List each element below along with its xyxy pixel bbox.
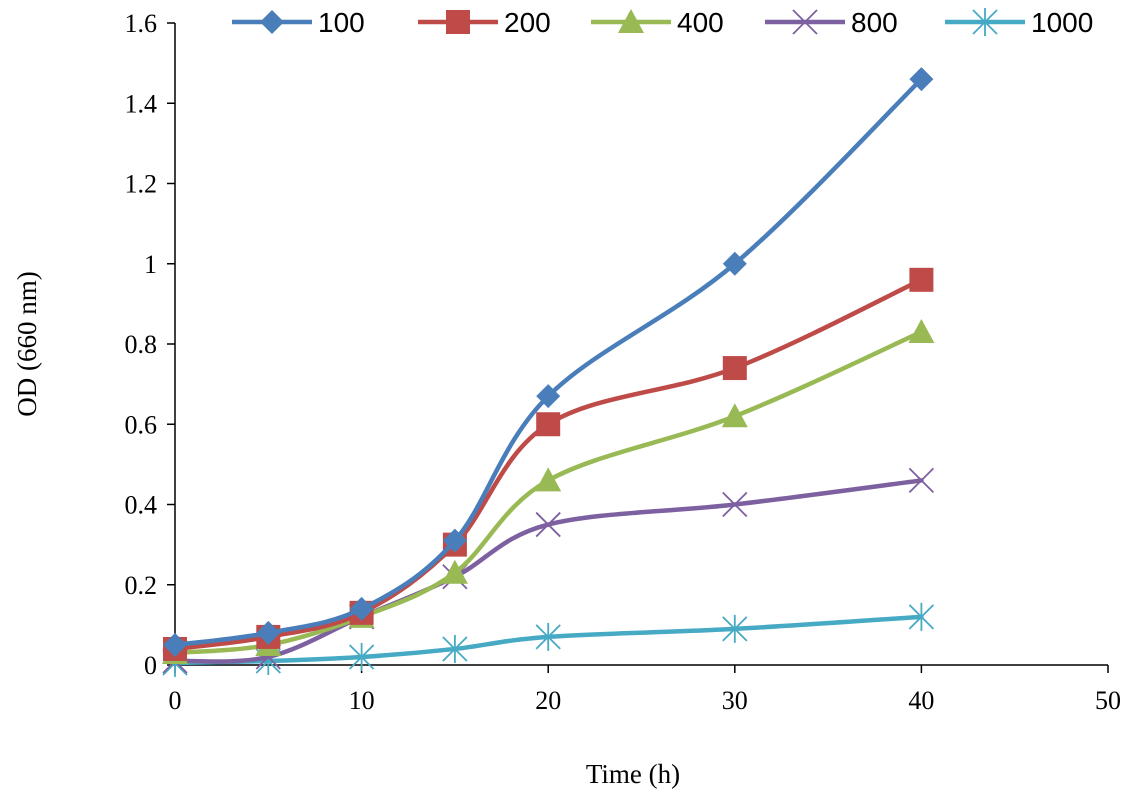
legend-item: 400	[591, 7, 724, 38]
data-point-x	[535, 511, 561, 538]
x-tick-label: 20	[535, 686, 561, 715]
legend-item: 1000	[945, 7, 1093, 38]
y-tick-label: 1.4	[125, 89, 158, 118]
series-100	[163, 67, 934, 657]
data-point-diamond	[256, 620, 281, 645]
x-tick-label: 40	[908, 686, 934, 715]
axes	[174, 23, 1108, 666]
series-400	[162, 318, 935, 664]
legend-marker	[792, 9, 818, 35]
data-point-triangle	[908, 318, 935, 343]
data-point-square	[536, 412, 561, 437]
data-point-diamond	[722, 251, 747, 276]
data-point-triangle	[721, 403, 748, 428]
x-tick-label: 30	[722, 686, 748, 715]
data-point-triangle	[535, 467, 562, 492]
series-layer	[162, 67, 935, 677]
data-point-asterisk	[535, 622, 561, 651]
data-point-asterisk	[442, 634, 468, 663]
legend-item: 800	[765, 7, 898, 38]
y-tick-label: 0.4	[125, 491, 158, 520]
legend-item: 100	[232, 7, 365, 38]
data-point-diamond	[536, 384, 561, 409]
data-point-asterisk	[348, 642, 375, 671]
data-point-asterisk	[722, 614, 748, 643]
series-line	[172, 76, 924, 648]
legend-marker	[618, 9, 644, 33]
data-point-x	[908, 467, 935, 494]
y-tick-label: 1	[144, 250, 157, 279]
legend-label: 1000	[1031, 7, 1093, 38]
series-line	[172, 277, 924, 652]
data-point-square	[909, 267, 934, 292]
series-line	[172, 329, 924, 656]
legend-marker	[446, 10, 470, 34]
x-axis-title: Time (h)	[586, 759, 680, 789]
y-tick-label: 1.2	[125, 170, 158, 199]
legend-item: 200	[418, 7, 551, 38]
data-point-triangle	[441, 559, 468, 584]
data-point-asterisk	[908, 602, 935, 631]
y-tick-label: 1.6	[125, 9, 158, 38]
x-tick-label: 0	[169, 686, 182, 715]
data-point-square	[722, 356, 747, 381]
data-point-diamond	[163, 632, 187, 657]
x-tick-label: 10	[349, 686, 375, 715]
legend-marker	[972, 8, 998, 36]
ticks: 0 10 20 30 40 50 0 0.2 0.4 0.6 0.8 1 1.2 1.4 1.6	[125, 9, 1122, 715]
data-point-diamond	[349, 596, 374, 621]
legend: 100 200 400 800 1000	[232, 7, 1093, 38]
legend-marker	[260, 10, 284, 34]
y-tick-label: 0.6	[125, 410, 158, 439]
data-point-diamond	[442, 528, 467, 553]
x-tick-label: 50	[1095, 686, 1121, 715]
legend-label: 200	[504, 7, 551, 38]
legend-label: 800	[851, 7, 898, 38]
series-200	[163, 267, 934, 661]
legend-label: 100	[318, 7, 365, 38]
y-tick-label: 0	[144, 651, 157, 680]
legend-label: 400	[677, 7, 724, 38]
y-tick-label: 0.2	[125, 571, 158, 600]
data-point-diamond	[909, 67, 934, 92]
y-axis-title: OD (660 nm)	[12, 271, 42, 416]
y-tick-label: 0.8	[125, 330, 158, 359]
data-point-x	[722, 491, 748, 518]
